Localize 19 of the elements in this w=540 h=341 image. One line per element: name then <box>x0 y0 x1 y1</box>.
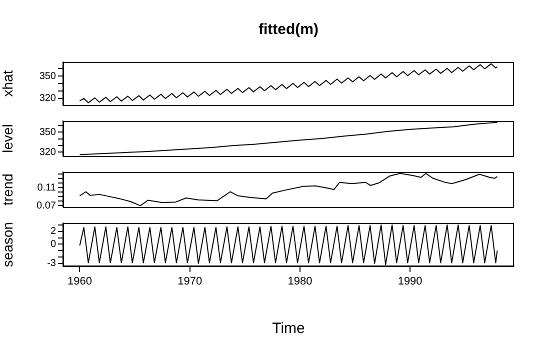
y-tick-label: 2 <box>50 226 56 238</box>
y-tick-label: 350 <box>39 126 56 138</box>
chart-title: fitted(m) <box>258 21 318 38</box>
y-tick-label: 0.11 <box>37 182 56 194</box>
y-tick-label: -3 <box>47 258 56 270</box>
y-tick-label: 320 <box>39 146 56 158</box>
x-axis-title: Time <box>272 320 305 338</box>
y-axis-title: level <box>0 124 16 153</box>
y-tick-label: 0.07 <box>36 200 56 212</box>
y-tick-label: 350 <box>39 70 56 82</box>
x-tick-label: 1970 <box>178 276 202 288</box>
x-tick-label: 1960 <box>67 276 92 288</box>
y-tick-label: 0 <box>50 238 56 250</box>
x-tick-label: 1990 <box>398 276 422 288</box>
y-axis-title: trend <box>0 174 16 206</box>
x-tick-label: 1980 <box>288 276 312 288</box>
y-tick-label: 320 <box>39 93 56 104</box>
y-axis-title: xhat <box>0 70 16 97</box>
y-axis-title: season <box>0 222 16 268</box>
